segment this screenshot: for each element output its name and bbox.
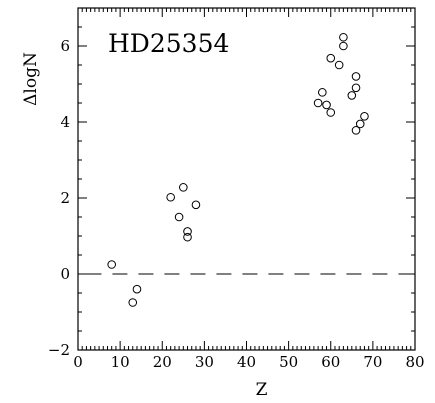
data-point [326, 53, 336, 63]
plot-frame [77, 7, 416, 351]
data-point [334, 60, 344, 70]
data-point [360, 112, 369, 121]
x-tick-label: 80 [405, 353, 424, 371]
data-point [351, 72, 361, 81]
x-axis-label: Z [256, 380, 268, 398]
axis-labels: Z ΔlogN HD25354 [21, 29, 268, 400]
data-point [174, 212, 184, 222]
x-tick-label: 60 [321, 353, 340, 371]
data-point [351, 126, 361, 135]
x-tick-label: 0 [73, 353, 83, 371]
data-point [128, 298, 138, 307]
data-point [313, 98, 323, 108]
data-point [179, 183, 188, 192]
x-tick-label: 20 [153, 353, 172, 371]
data-point [322, 100, 331, 110]
y-axis-label: ΔlogN [21, 52, 41, 106]
data-point [318, 88, 327, 97]
x-tick-label: 50 [279, 353, 298, 371]
x-tick-label: 30 [195, 353, 214, 371]
data-points [107, 32, 369, 307]
data-point [339, 41, 348, 51]
data-point [326, 108, 336, 117]
data-point [339, 32, 348, 42]
data-point [166, 192, 175, 202]
data-point [107, 260, 116, 269]
data-point [183, 227, 192, 236]
data-point [347, 91, 357, 100]
data-point [183, 232, 192, 242]
y-tick-label: −2 [48, 341, 70, 359]
y-tick-label: 0 [60, 265, 70, 283]
y-tick-label: 4 [60, 113, 70, 131]
data-point [191, 200, 201, 210]
x-tick-label: 10 [111, 353, 130, 371]
chart-annotation: HD25354 [108, 29, 229, 58]
y-tick-label: 6 [60, 37, 70, 55]
y-tick-label: 2 [60, 189, 70, 207]
data-point [132, 284, 142, 294]
x-tick-label: 70 [363, 353, 382, 371]
data-point [355, 119, 365, 129]
data-point [351, 83, 361, 93]
x-tick-label: 40 [237, 353, 256, 371]
plot-border [77, 7, 416, 351]
